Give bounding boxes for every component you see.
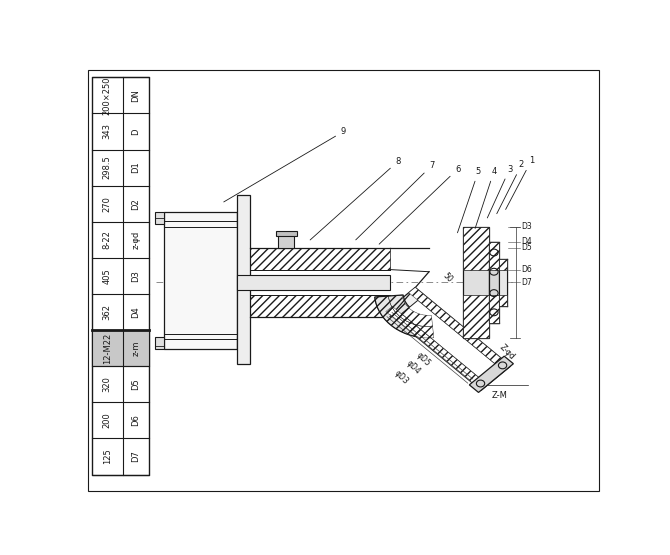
Bar (250, 248, 390, 270)
Bar (237, 275, 390, 290)
Bar (237, 195, 250, 364)
Text: 343: 343 (103, 123, 112, 139)
Text: D5: D5 (131, 379, 140, 390)
Text: 405: 405 (103, 268, 112, 284)
Text: φD5: φD5 (415, 351, 432, 368)
Text: 200: 200 (103, 412, 112, 428)
Text: φD3: φD3 (393, 369, 410, 386)
Bar (164, 212, 237, 349)
Polygon shape (470, 356, 513, 392)
Text: D4: D4 (131, 306, 140, 318)
Text: 8-22: 8-22 (103, 230, 112, 249)
Text: Z-M: Z-M (491, 391, 507, 400)
Bar (237, 337, 247, 349)
Text: 320: 320 (103, 376, 112, 392)
Bar (489, 295, 499, 323)
Text: D2: D2 (131, 198, 140, 210)
Polygon shape (409, 287, 511, 371)
Text: D1: D1 (131, 162, 140, 173)
Text: D5: D5 (521, 244, 532, 253)
Text: 50: 50 (441, 271, 454, 285)
Bar (237, 212, 247, 224)
Text: D6: D6 (521, 265, 532, 274)
Text: 3: 3 (487, 165, 513, 218)
Text: 1: 1 (506, 156, 534, 209)
Bar (463, 227, 489, 338)
Text: 12-M22: 12-M22 (103, 332, 112, 364)
Text: D6: D6 (131, 415, 140, 426)
Bar (155, 337, 164, 349)
Bar (92, 77, 149, 475)
Bar (499, 259, 507, 306)
Bar (463, 295, 489, 338)
Bar (276, 231, 297, 236)
Polygon shape (386, 287, 511, 390)
Text: 200×250: 200×250 (103, 76, 112, 114)
Bar (279, 235, 294, 248)
Bar (499, 295, 507, 306)
Text: 5: 5 (458, 167, 481, 233)
Text: 9: 9 (224, 127, 346, 202)
Polygon shape (401, 300, 502, 384)
Text: Z-φd: Z-φd (498, 343, 517, 362)
Text: D7: D7 (521, 278, 532, 287)
Text: φD4: φD4 (404, 359, 421, 376)
Text: 8: 8 (310, 157, 401, 240)
Bar (155, 212, 164, 224)
Bar (92, 330, 149, 366)
Text: 125: 125 (103, 448, 112, 465)
Bar (489, 242, 499, 270)
Bar (250, 295, 390, 316)
Text: D: D (131, 128, 140, 135)
Text: D3: D3 (521, 223, 532, 231)
Text: z-m: z-m (131, 340, 140, 356)
Text: 7: 7 (356, 162, 434, 240)
Text: 6: 6 (379, 165, 460, 244)
Text: 4: 4 (475, 167, 496, 229)
Text: D3: D3 (131, 270, 140, 282)
Bar (489, 242, 499, 323)
Text: z-φd: z-φd (131, 231, 140, 249)
Text: 2: 2 (496, 160, 524, 214)
Text: 270: 270 (103, 196, 112, 211)
Text: 362: 362 (103, 304, 112, 320)
Text: 298.5: 298.5 (103, 156, 112, 179)
Polygon shape (386, 306, 488, 390)
Wedge shape (375, 295, 433, 338)
Bar (463, 227, 489, 270)
Text: D7: D7 (131, 451, 140, 462)
Text: D4: D4 (521, 238, 532, 246)
Text: DN: DN (131, 89, 140, 102)
Bar (499, 259, 507, 270)
